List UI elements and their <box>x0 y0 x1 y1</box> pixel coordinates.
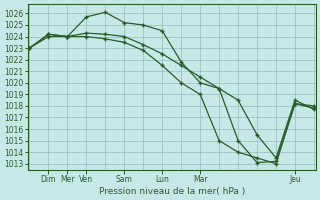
X-axis label: Pression niveau de la mer( hPa ): Pression niveau de la mer( hPa ) <box>99 187 245 196</box>
